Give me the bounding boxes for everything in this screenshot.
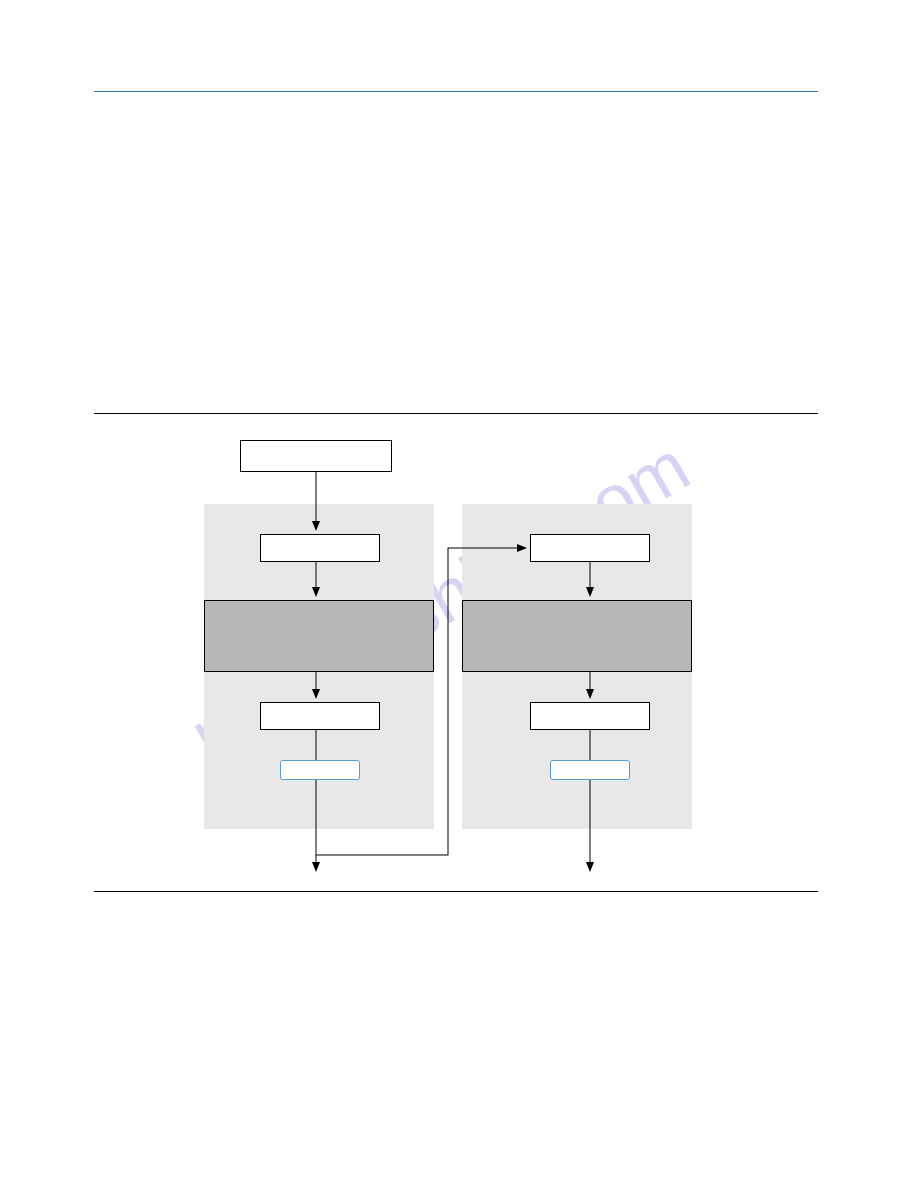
flowchart-diagram: [0, 0, 918, 900]
flowchart-arrows: [0, 0, 918, 900]
